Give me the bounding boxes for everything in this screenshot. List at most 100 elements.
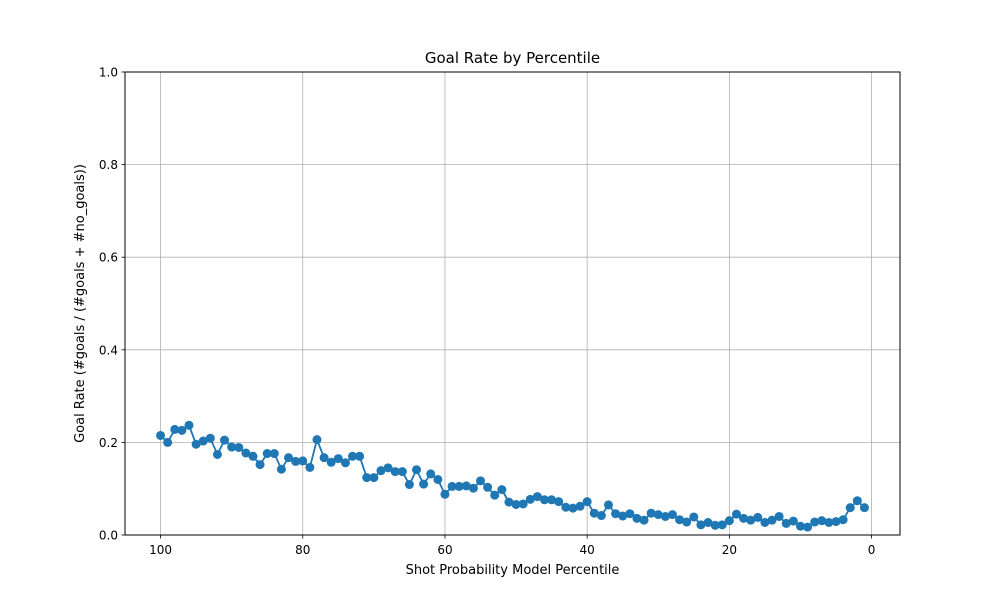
data-point (305, 462, 315, 472)
data-point (412, 465, 422, 475)
data-point (653, 510, 663, 520)
plot-area-frame (124, 71, 901, 536)
data-point (426, 469, 436, 479)
data-point (611, 509, 621, 519)
data-point (177, 425, 187, 435)
data-point (404, 480, 414, 490)
data-point (803, 522, 813, 532)
data-point (269, 449, 279, 459)
x-tick-label: 80 (295, 543, 310, 557)
y-axis-ticks: 0.0 0.2 0.4 0.6 0.8 1.0 (99, 66, 125, 543)
data-point (298, 456, 308, 466)
data-point (191, 439, 201, 449)
data-point (276, 464, 286, 474)
data-point (504, 497, 514, 507)
data-point (241, 448, 251, 458)
data-point (603, 500, 613, 510)
data-point (746, 515, 756, 525)
data-point (483, 482, 493, 492)
data-point (440, 489, 450, 499)
data-point (596, 511, 606, 521)
data-point (774, 511, 784, 521)
data-point (810, 517, 820, 527)
data-point (319, 453, 329, 463)
data-point (632, 513, 642, 523)
data-point (682, 517, 692, 527)
data-point (539, 495, 549, 505)
data-point (582, 497, 592, 507)
data-point (675, 515, 685, 525)
data-point (340, 458, 350, 468)
data-point (355, 451, 365, 461)
data-point (845, 503, 855, 513)
x-tick-label: 60 (437, 543, 452, 557)
data-point (291, 456, 301, 466)
data-point (689, 512, 699, 522)
data-point (284, 453, 294, 463)
data-point (234, 442, 244, 452)
data-point (532, 492, 542, 502)
data-point (703, 517, 713, 527)
data-point (831, 517, 841, 527)
data-point (461, 481, 471, 491)
data-point (639, 515, 649, 525)
data-point (248, 451, 258, 461)
data-point (554, 497, 564, 507)
data-point (667, 510, 677, 520)
data-point (824, 517, 834, 527)
x-tick-label: 40 (580, 543, 595, 557)
data-point (383, 463, 393, 473)
data-point (739, 513, 749, 523)
data-point (419, 479, 429, 489)
data-point (333, 454, 343, 464)
data-point (660, 511, 670, 521)
data-point (397, 467, 407, 477)
data-point (817, 516, 827, 526)
series-layer (156, 420, 869, 532)
data-point (568, 503, 578, 513)
data-point (589, 508, 599, 518)
data-point (646, 508, 656, 518)
y-tick-label: 0.0 (99, 529, 118, 543)
data-point (788, 516, 798, 526)
data-point (362, 473, 372, 483)
data-point (497, 485, 507, 495)
data-point (447, 481, 457, 491)
data-point (227, 442, 237, 452)
y-tick-label: 1.0 (99, 66, 118, 80)
data-point (376, 466, 386, 476)
data-point (433, 474, 443, 484)
y-tick-label: 0.4 (99, 343, 118, 357)
data-point (781, 518, 791, 528)
y-tick-label: 0.6 (99, 251, 118, 265)
data-point (198, 436, 208, 446)
data-point (390, 467, 400, 477)
data-point (468, 483, 478, 493)
data-point (767, 515, 777, 525)
data-point (575, 501, 585, 511)
y-axis-label: Goal Rate (#goals / (#goals + #no_goals)… (73, 164, 88, 443)
data-point (717, 520, 727, 530)
data-point (859, 503, 869, 513)
data-point (369, 473, 379, 483)
data-point (212, 449, 222, 459)
data-point (731, 509, 741, 519)
data-point (760, 517, 770, 527)
y-tick-label: 0.8 (99, 158, 118, 172)
y-tick-label: 0.2 (99, 436, 118, 450)
data-point (852, 496, 862, 506)
data-point (561, 502, 571, 512)
x-tick-label: 20 (722, 543, 737, 557)
x-axis-label: Shot Probability Model Percentile (406, 563, 620, 578)
data-point (170, 424, 180, 434)
data-point (326, 457, 336, 467)
data-point (490, 490, 500, 500)
data-point (156, 430, 166, 440)
data-point (696, 520, 706, 530)
data-point (262, 449, 272, 459)
data-point (454, 481, 464, 491)
data-point (753, 512, 763, 522)
data-point (518, 499, 528, 509)
